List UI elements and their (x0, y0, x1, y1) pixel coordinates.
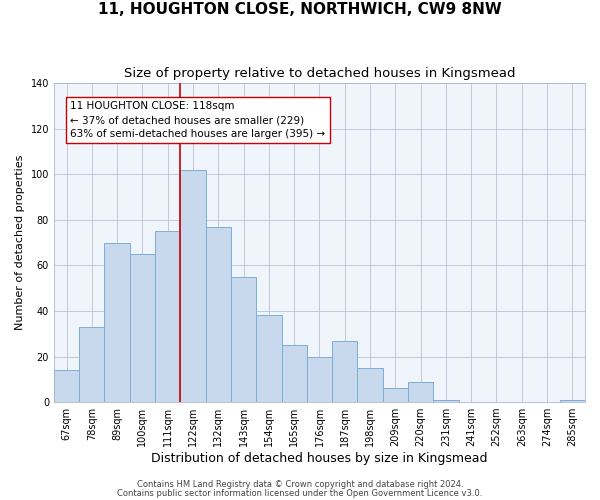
Text: Contains HM Land Registry data © Crown copyright and database right 2024.: Contains HM Land Registry data © Crown c… (137, 480, 463, 489)
X-axis label: Distribution of detached houses by size in Kingsmead: Distribution of detached houses by size … (151, 452, 488, 465)
Text: 11, HOUGHTON CLOSE, NORTHWICH, CW9 8NW: 11, HOUGHTON CLOSE, NORTHWICH, CW9 8NW (98, 2, 502, 18)
Text: Contains public sector information licensed under the Open Government Licence v3: Contains public sector information licen… (118, 489, 482, 498)
Bar (231, 277, 256, 402)
Bar (155, 231, 181, 402)
Bar (383, 388, 408, 402)
Bar (358, 368, 383, 402)
Bar (104, 242, 130, 402)
Bar (181, 170, 206, 402)
Y-axis label: Number of detached properties: Number of detached properties (15, 155, 25, 330)
Bar (281, 345, 307, 402)
Title: Size of property relative to detached houses in Kingsmead: Size of property relative to detached ho… (124, 68, 515, 80)
Bar (433, 400, 458, 402)
Bar (560, 400, 585, 402)
Text: 11 HOUGHTON CLOSE: 118sqm
← 37% of detached houses are smaller (229)
63% of semi: 11 HOUGHTON CLOSE: 118sqm ← 37% of detac… (70, 102, 325, 140)
Bar (408, 382, 433, 402)
Bar (206, 226, 231, 402)
Bar (307, 356, 332, 402)
Bar (130, 254, 155, 402)
Bar (256, 316, 281, 402)
Bar (79, 327, 104, 402)
Bar (54, 370, 79, 402)
Bar (332, 340, 358, 402)
